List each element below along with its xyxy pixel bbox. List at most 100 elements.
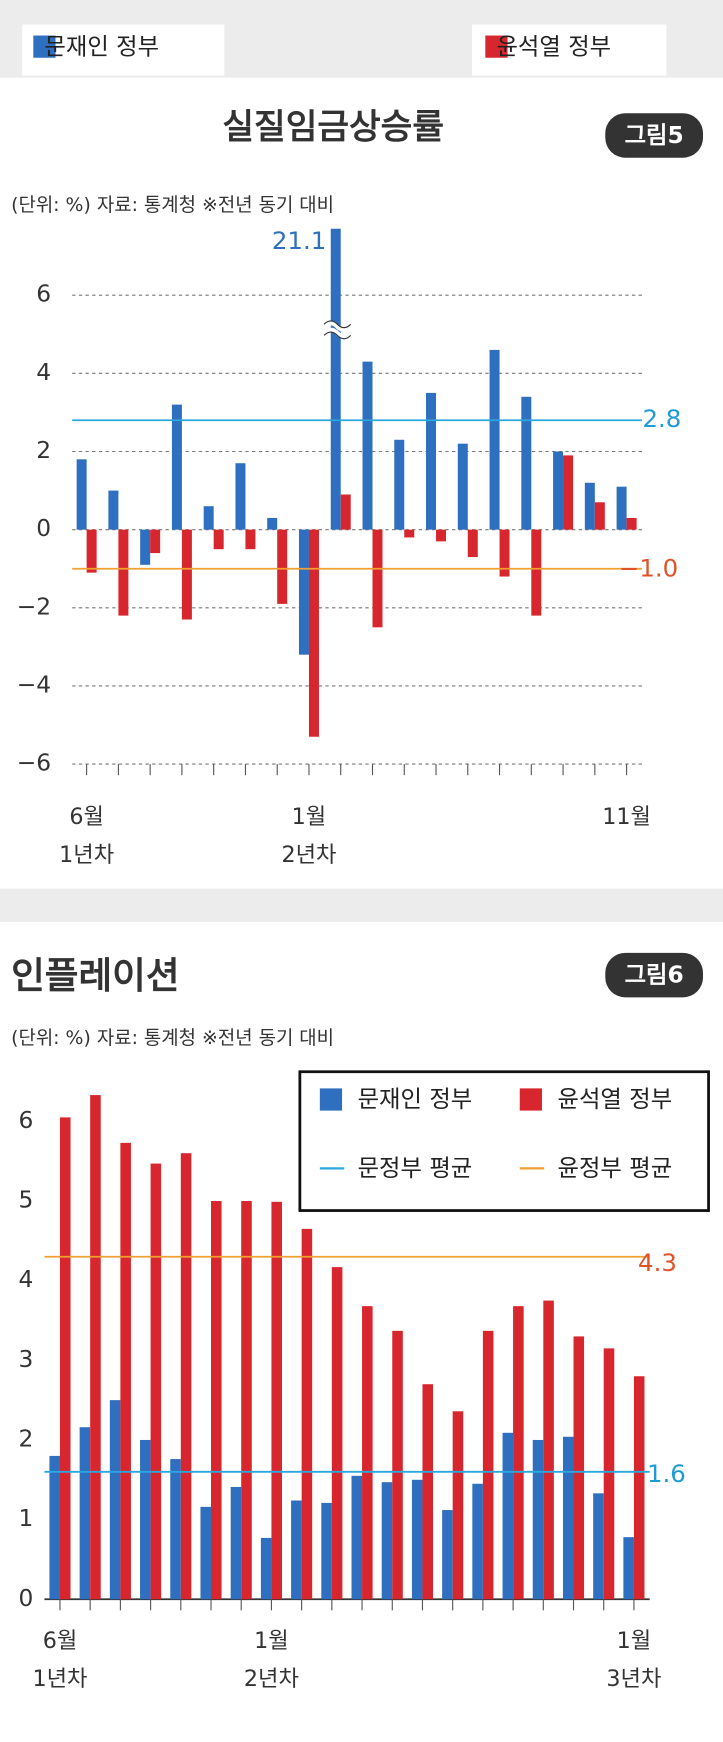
bar [321,1502,332,1600]
x-tick-label: 1월 2년차 [281,802,337,868]
bar [623,1537,634,1600]
bar [109,1400,121,1600]
chart-title: 실질임금상승률 [222,107,444,147]
bar [573,1336,585,1600]
y-tick-label: −2 [17,593,51,620]
bar [241,1201,252,1600]
x-tick-label: 6월 1년차 [32,1627,88,1692]
bar [616,486,627,530]
legend-swatch [519,1088,542,1111]
axis-break [323,320,352,340]
y-tick-label: 0 [36,515,51,542]
bar [467,529,478,558]
note: (단위: %) 자료: 통계청 ※전년 동기 대비 [11,194,334,216]
bar [513,1306,524,1600]
y-tick-label: −6 [17,750,51,777]
bar [49,1455,60,1600]
y-tick-label: 0 [18,1585,33,1612]
y-tick-label: 2 [36,437,51,464]
bar [472,1483,483,1600]
bar [603,1348,615,1600]
bar [235,463,246,530]
bar [271,1201,282,1600]
y-tick-label: 3 [18,1346,33,1373]
legend-label: 문재인 정부 [44,33,159,60]
y-tick-label: 6 [36,281,51,308]
bar [308,529,319,737]
bar [482,1330,494,1600]
bar [404,529,415,538]
bar [436,529,447,542]
legend-swatch [485,35,508,58]
legend-label: 문재인 정부 [358,1086,473,1113]
bar [140,529,151,565]
bar [76,459,87,530]
x-tick-label: 6월 1년차 [59,802,115,868]
bar [499,529,510,577]
y-tick-label: 4 [36,359,51,386]
bar [543,1300,554,1600]
bar [245,529,256,550]
bar [260,1537,272,1600]
bar [351,1475,363,1600]
bar [277,529,288,604]
x-tick-label: 1월 2년차 [243,1627,299,1692]
bar [170,1459,181,1600]
bar [553,451,564,530]
value-label: 21.1 [272,226,326,255]
bar [392,1330,403,1600]
y-tick-label: 6 [18,1107,33,1134]
bar [171,404,182,530]
badge-text: 그림5 [625,122,684,149]
average-label: −1.0 [619,554,678,583]
bar [594,502,605,530]
legend-box [298,1070,710,1212]
legend-label: 윤정부 평균 [558,1155,673,1182]
bar [521,396,532,530]
badge-text: 그림6 [625,962,684,989]
note: (단위: %) 자료: 통계청 ※전년 동기 대비 [11,1027,334,1049]
bar [452,1411,464,1600]
bar [562,1436,574,1600]
bar [298,529,309,655]
x-tick-label: 1월 3년차 [606,1627,662,1692]
bar [362,361,373,530]
bar [108,490,119,530]
bar [267,517,278,530]
bar [150,529,161,554]
bar [426,392,437,530]
y-tick-label: 2 [18,1425,33,1452]
bar [211,1201,222,1600]
chart-title: 인플레이션 [11,954,179,997]
legend-swatch [319,1088,343,1111]
bar [150,1163,162,1600]
bar [457,443,468,530]
bar [584,482,595,530]
average-label: 4.3 [638,1248,677,1277]
y-tick-label: −4 [17,671,51,698]
badge [605,952,704,998]
bar [291,1500,302,1600]
average-label: 2.8 [642,404,681,433]
bar [181,529,192,620]
y-tick-label: 4 [18,1266,33,1293]
bar [59,1117,71,1600]
bar [90,1095,101,1600]
bar [381,1482,393,1600]
bar [79,1427,91,1600]
bar [230,1486,242,1600]
bar [532,1439,544,1600]
bar [120,1142,131,1600]
bar [372,529,383,628]
bar [140,1439,151,1600]
bar [502,1432,514,1600]
legend-label: 윤석열 정부 [496,33,611,60]
y-tick-label: 1 [18,1505,33,1532]
panel [0,77,723,889]
bar [180,1153,192,1600]
bar [411,1479,423,1600]
x-tick-label: 11월 [602,802,651,830]
legend-label: 윤석열 정부 [558,1086,673,1113]
